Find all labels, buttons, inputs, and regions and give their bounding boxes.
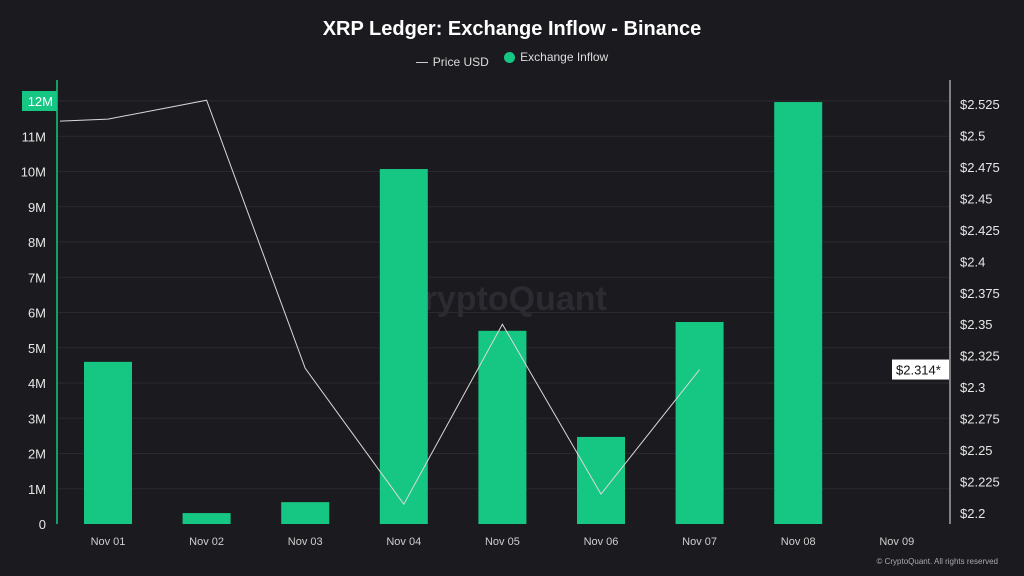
right-tick-label: $2.225	[960, 475, 1000, 490]
copyright: © CryptoQuant. All rights reserved	[876, 557, 999, 566]
bar-nov-03	[281, 502, 330, 524]
right-tick-label: $2.375	[960, 286, 1000, 301]
legend-item-price[interactable]: Price USD	[415, 55, 489, 69]
right-tick-label: $2.2	[960, 506, 985, 521]
left-tick-label: 1M	[28, 482, 46, 497]
bar-nov-08	[774, 102, 823, 525]
chart-title: XRP Ledger: Exchange Inflow - Binance	[322, 18, 702, 40]
bar-nov-07	[675, 322, 724, 524]
left-tick-label: 12M	[28, 94, 53, 109]
bar-nov-06	[577, 436, 625, 524]
legend-label: Price USD	[432, 55, 489, 69]
watermark: CryptoQuant	[399, 280, 607, 318]
left-tick-label: 5M	[28, 341, 46, 356]
x-tick-label: Nov 09	[879, 536, 914, 548]
left-tick-label: 4M	[28, 376, 46, 391]
line-swatch-icon	[415, 61, 428, 63]
x-tick-label: Nov 02	[189, 536, 224, 548]
x-tick-label: Nov 07	[682, 536, 717, 548]
left-tick-label: 7M	[28, 270, 46, 285]
legend: Price USD Exchange Inflow	[0, 50, 1024, 69]
left-tick-label: 6M	[28, 306, 46, 321]
dot-swatch-icon	[504, 51, 516, 63]
left-tick-label: 0	[39, 517, 46, 532]
left-tick-label: 2M	[28, 447, 46, 462]
x-tick-label: Nov 03	[288, 536, 323, 548]
x-tick-label: Nov 01	[91, 536, 126, 548]
bar-nov-02	[182, 513, 231, 524]
left-tick-label: 9M	[28, 200, 46, 215]
bar-nov-05	[478, 330, 527, 524]
bar-nov-01	[84, 361, 132, 524]
right-tick-label: $2.35	[960, 317, 993, 332]
x-tick-label: Nov 08	[781, 536, 816, 548]
price-line	[59, 99, 700, 506]
right-tick-label: $2.45	[960, 191, 993, 206]
left-tick-label: 3M	[28, 411, 46, 426]
right-tick-label: $2.475	[960, 160, 1000, 175]
right-tick-label: $2.275	[960, 412, 1000, 427]
left-tick-label: 8M	[28, 235, 46, 250]
right-tick-label: $2.4	[960, 254, 985, 269]
right-tick-label: $2.425	[960, 223, 1000, 238]
legend-item-inflow[interactable]: Exchange Inflow	[504, 50, 608, 64]
legend-label: Exchange Inflow	[520, 50, 609, 64]
right-tick-label: $2.525	[960, 97, 1000, 112]
right-tick-label: $2.5	[960, 128, 985, 143]
x-tick-label: Nov 06	[584, 536, 619, 548]
axis-highlight-box	[22, 91, 57, 111]
x-tick-label: Nov 04	[386, 536, 421, 548]
current-price-label: $2.314*	[896, 363, 941, 378]
left-tick-label: 10M	[21, 165, 46, 180]
x-tick-label: Nov 05	[485, 536, 520, 548]
right-tick-label: $2.325	[960, 349, 1000, 364]
bar-nov-04	[379, 169, 428, 524]
right-tick-label: $2.3	[960, 380, 985, 395]
current-price-box	[892, 359, 949, 380]
right-tick-label: $2.25	[960, 443, 993, 458]
left-tick-label: 11M	[22, 129, 46, 144]
